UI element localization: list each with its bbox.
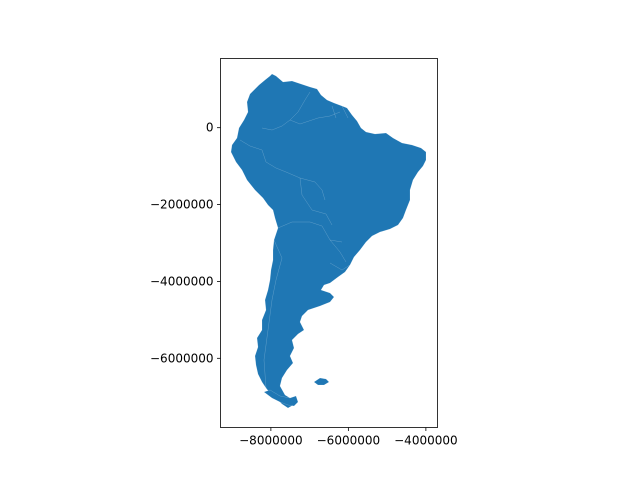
x-tick-label: −4000000: [394, 434, 458, 448]
y-axis: 0 −2000000 −4000000 −6000000: [150, 121, 221, 365]
south-america-landmass: [230, 73, 427, 409]
tierra-del-fuego-shape: [263, 389, 299, 407]
y-tick-label: −2000000: [150, 198, 214, 212]
country-borders: [239, 91, 351, 389]
x-tick-label: −8000000: [239, 434, 303, 448]
y-tick-label: 0: [206, 121, 214, 135]
x-tick-label: −6000000: [317, 434, 381, 448]
x-axis: −8000000 −6000000 −4000000: [239, 427, 458, 448]
y-tick-label: −4000000: [150, 274, 214, 288]
continent-shape: [230, 73, 427, 409]
falkland-islands-shape: [313, 377, 330, 386]
axes-frame: [220, 58, 438, 428]
y-tick-label: −6000000: [150, 351, 214, 365]
